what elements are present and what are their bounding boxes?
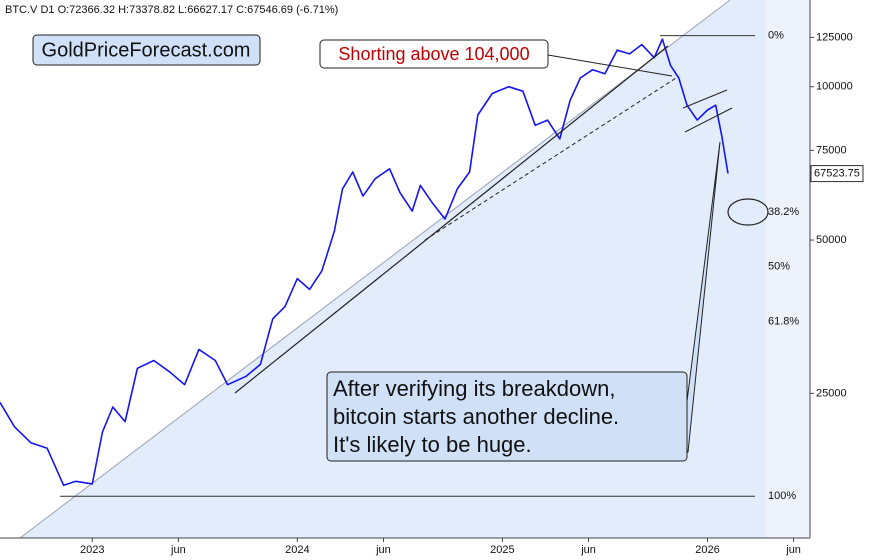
y-tick-label: 75000 bbox=[816, 144, 847, 156]
last-price-box bbox=[810, 165, 864, 183]
note-text: After verifying its breakdown, bbox=[333, 376, 615, 401]
dashed-line bbox=[424, 77, 677, 241]
logo-box bbox=[32, 34, 261, 66]
target-ellipse bbox=[727, 198, 769, 226]
trend-edge bbox=[19, 0, 731, 539]
note-box bbox=[326, 371, 688, 462]
x-tick-label: 2023 bbox=[80, 544, 104, 556]
x-tick-label: jun bbox=[785, 544, 801, 556]
x-tick-label: 2024 bbox=[285, 544, 309, 556]
y-tick-label: 50000 bbox=[816, 234, 847, 246]
header: BTC.V D1 O:72366.32 H:73378.82 L:66627.1… bbox=[5, 4, 338, 16]
x-tick-label: jun bbox=[170, 544, 186, 556]
channel-line bbox=[684, 107, 733, 133]
x-tick-label: jun bbox=[580, 544, 596, 556]
x-tick-label: jun bbox=[375, 544, 391, 556]
x-tick-label: 2026 bbox=[695, 544, 719, 556]
y-tick-label: 125000 bbox=[816, 31, 853, 43]
fib-label: 38.2% bbox=[768, 206, 799, 218]
fib-label: 0% bbox=[768, 30, 784, 42]
fib-label: 50% bbox=[768, 261, 790, 273]
y-tick-label: 25000 bbox=[816, 387, 847, 399]
note-text: bitcoin starts another decline. bbox=[333, 404, 619, 429]
future-zone bbox=[765, 0, 810, 538]
callout-box bbox=[319, 39, 549, 69]
callout-pointer bbox=[547, 54, 673, 77]
fib-label: 100% bbox=[768, 490, 796, 502]
last-price-label: 67523.75 bbox=[814, 167, 860, 179]
fib-label: 61.8% bbox=[768, 315, 799, 327]
plot bbox=[0, 35, 755, 497]
logo: GoldPriceForecast.com bbox=[42, 39, 251, 61]
channel-line bbox=[682, 89, 728, 109]
callout-text: Shorting above 104,000 bbox=[338, 44, 529, 64]
price-line bbox=[0, 38, 729, 487]
support-line bbox=[234, 45, 669, 394]
note-text: It's likely to be huge. bbox=[333, 432, 532, 457]
x-tick-label: 2025 bbox=[490, 544, 514, 556]
y-tick-label: 100000 bbox=[816, 81, 853, 93]
